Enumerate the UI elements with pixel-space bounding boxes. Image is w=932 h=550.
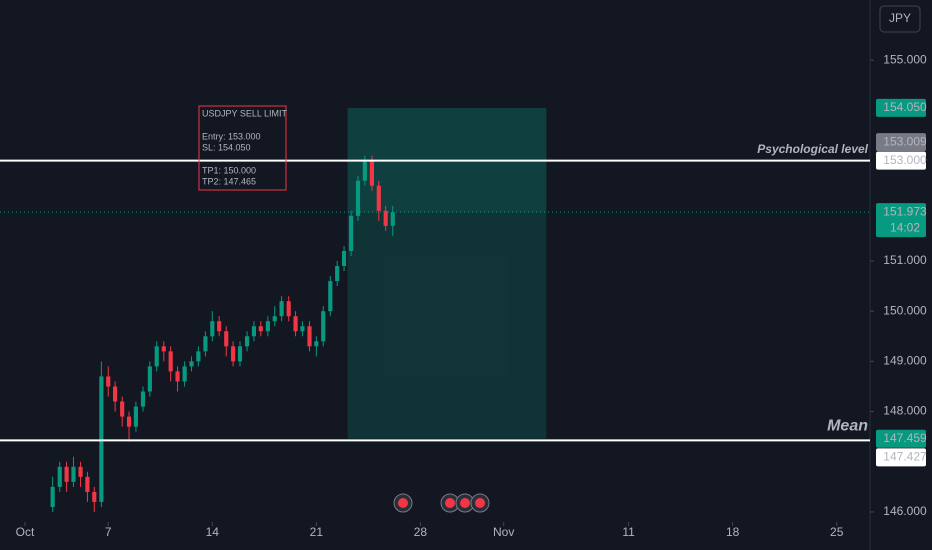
candle-body — [328, 281, 333, 312]
candle-body — [154, 346, 159, 367]
candle-body — [140, 391, 146, 407]
candle-body — [244, 336, 250, 347]
candle-body — [383, 210, 388, 226]
x-tick-label: 14 — [206, 525, 220, 539]
candle-body — [64, 466, 69, 482]
candle-body — [217, 321, 222, 332]
box-top-label: 154.050 — [883, 100, 927, 114]
note-box — [198, 105, 287, 191]
y-tick-label: 149.000 — [883, 354, 927, 368]
candle-body — [355, 180, 361, 216]
candle-body — [71, 466, 76, 482]
level-label: 153.000 — [883, 153, 927, 167]
last-price-label: 151.973 — [883, 204, 927, 218]
y-tick-label: 146.000 — [883, 504, 927, 518]
candle-body — [349, 215, 354, 251]
candle-body — [168, 351, 173, 372]
y-tick-label: 151.000 — [883, 253, 927, 267]
note-line: SL: 154.050 — [202, 142, 251, 152]
candle-body — [272, 316, 277, 322]
candle-body — [237, 346, 243, 362]
note-line: TP1: 150.000 — [202, 165, 256, 175]
candle-body — [133, 406, 138, 427]
candle-body — [126, 416, 132, 427]
x-tick-label: 28 — [414, 525, 428, 539]
y-tick-label: 148.000 — [883, 404, 927, 418]
level-label-box — [876, 151, 926, 170]
candle-body — [341, 250, 347, 267]
candle-body — [189, 361, 194, 367]
level-name: Mean — [827, 418, 868, 435]
candle-body — [224, 331, 229, 347]
box-layer — [347, 107, 547, 439]
box-bottom-label: 147.459 — [883, 431, 927, 445]
candle-body — [78, 466, 83, 477]
candle-body — [182, 366, 187, 382]
candle-body — [210, 321, 215, 337]
candle-body — [390, 212, 395, 226]
candle-body — [369, 160, 375, 186]
event-icons — [393, 493, 490, 513]
candle-body — [279, 301, 284, 317]
candle-body — [120, 401, 125, 417]
candle-body — [251, 326, 257, 337]
level-label: 147.427 — [883, 450, 927, 464]
x-tick-label: 7 — [105, 525, 112, 539]
marker-label-box — [876, 133, 926, 152]
note-line: TP2: 147.465 — [202, 176, 256, 186]
countdown-label: 14:02 — [890, 220, 920, 234]
level-label-box — [876, 448, 926, 467]
candle-body — [106, 376, 111, 387]
note-line: Entry: 153.000 — [202, 131, 261, 141]
note-line: USDJPY SELL LIMIT — [202, 108, 288, 118]
candle-body — [307, 326, 312, 347]
y-tick-label: 155.000 — [883, 52, 927, 66]
candle-body — [50, 486, 55, 507]
currency[interactable]: JPY — [889, 11, 911, 25]
candle-body — [113, 386, 118, 402]
candle-body — [57, 466, 62, 487]
candle-body — [203, 336, 208, 352]
candle-body — [92, 491, 97, 502]
currency-button[interactable] — [879, 5, 921, 33]
x-tick-label: Oct — [16, 525, 35, 539]
candle-body — [147, 366, 152, 392]
candle-body — [258, 326, 263, 332]
x-tick-label: Nov — [493, 525, 514, 539]
x-tick-label: 11 — [622, 525, 635, 539]
candle-body — [99, 376, 104, 502]
marker-label: 153.009 — [883, 134, 927, 148]
position-box — [347, 107, 547, 439]
level-name: Psychological level — [757, 142, 868, 156]
candle-body — [376, 185, 381, 211]
candle-body — [175, 371, 180, 382]
x-tick-label: 21 — [310, 525, 324, 539]
candle-body — [286, 301, 291, 317]
candle-body — [196, 351, 201, 362]
candle-body — [314, 341, 319, 347]
candle-body — [85, 476, 90, 492]
candle-body — [321, 311, 326, 342]
candle-body — [300, 326, 305, 332]
x-tick-label: 25 — [830, 525, 844, 539]
x-tick-label: 18 — [726, 525, 740, 539]
candle-body — [265, 321, 270, 332]
candle-body — [335, 266, 340, 282]
candle-body — [231, 346, 236, 362]
box-top-label-box — [876, 98, 926, 117]
candle-body — [293, 316, 298, 332]
candle-body — [362, 160, 367, 181]
last-price-box — [876, 203, 926, 238]
y-tick-label: 150.000 — [883, 303, 927, 317]
box-bottom-label-box — [876, 429, 926, 448]
candle-body — [161, 346, 166, 352]
